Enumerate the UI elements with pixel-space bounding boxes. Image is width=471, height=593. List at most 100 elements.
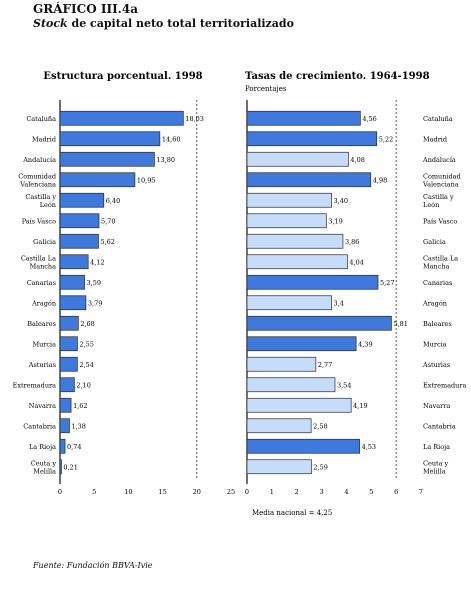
right-bar — [246, 336, 357, 352]
left-value-label: 3,79 — [88, 299, 102, 307]
left-category-label: Valenciana — [19, 180, 56, 188]
right-category-label: Comunidad — [423, 172, 461, 180]
right-bar — [246, 254, 348, 270]
left-category-label: La Rioja — [29, 443, 56, 451]
figure-title: GRÁFICO III.4a — [33, 2, 138, 16]
left-bar — [59, 151, 155, 167]
right-chart: 4,56 Cataluña 5,22 Madrid 4,08 Andalucía 4,98 C… — [245, 100, 466, 496]
right-bar — [246, 438, 360, 454]
left-bar — [59, 172, 136, 188]
right-category-label: Valenciana — [422, 180, 459, 188]
right-value-label: 5,22 — [379, 135, 393, 143]
left-category-label: Cantabria — [23, 422, 56, 430]
right-tick-label: 4 — [344, 488, 348, 496]
left-bar — [59, 356, 78, 372]
right-bar — [246, 274, 379, 290]
source-note: Fuente: Fundación BBVA-Ivie — [33, 561, 153, 570]
left-bar — [59, 315, 79, 331]
left-bar — [59, 254, 89, 270]
right-bar — [246, 213, 327, 229]
right-bar — [246, 418, 312, 434]
right-category-label: Castilla La — [423, 254, 458, 262]
right-bar — [246, 315, 392, 331]
left-tick-label: 5 — [92, 488, 96, 496]
left-value-label: 4,12 — [90, 258, 104, 266]
right-category-label: País Vasco — [423, 217, 457, 225]
right-category-label: Ceuta y — [423, 459, 449, 467]
reference-label: Media nacional = 4,25 — [252, 509, 332, 517]
left-category-label: Mancha — [30, 262, 57, 270]
right-chart-subtitle: Porcentajes — [245, 85, 287, 93]
left-category-label: León — [40, 201, 56, 209]
left-category-label: Andalucía — [22, 156, 56, 164]
figure-subtitle: Stock de capital neto total territoriali… — [33, 17, 294, 30]
right-value-label: 4,98 — [373, 176, 387, 184]
right-tick-label: 0 — [245, 488, 249, 496]
right-bar — [246, 151, 349, 167]
right-value-label: 4,39 — [358, 340, 372, 348]
subtitle-italic: Stock — [33, 17, 68, 30]
right-tick-label: 5 — [369, 488, 373, 496]
right-value-label: 4,04 — [349, 258, 363, 266]
left-category-label: Melilla — [33, 467, 56, 475]
right-value-label: 4,08 — [350, 156, 364, 164]
left-category-label: Castilla y — [25, 193, 56, 201]
left-bar — [59, 274, 85, 290]
left-value-label: 2,55 — [79, 340, 93, 348]
left-tick-label: 10 — [124, 488, 132, 496]
left-value-label: 5,62 — [100, 238, 114, 246]
right-bar — [246, 397, 352, 413]
right-bar — [246, 459, 312, 475]
right-bar — [246, 356, 317, 372]
right-bar — [246, 131, 378, 147]
left-category-label: Canarias — [27, 279, 56, 287]
left-bar — [59, 213, 100, 229]
right-category-label: La Rioja — [423, 443, 450, 451]
right-tick-label: 1 — [270, 488, 274, 496]
left-value-label: 13,80 — [156, 156, 175, 164]
left-bar — [59, 377, 75, 393]
right-bar — [246, 377, 336, 393]
right-category-label: Mancha — [423, 262, 450, 270]
left-bar — [59, 336, 78, 352]
right-chart-title: Tasas de crecimiento. 1964-1998 — [245, 71, 430, 82]
right-category-label: Canarias — [423, 279, 452, 287]
right-category-label: Melilla — [423, 467, 446, 475]
right-category-label: Asturias — [422, 361, 450, 369]
right-value-label: 4,56 — [362, 115, 376, 123]
right-value-label: 3,19 — [328, 217, 342, 225]
left-value-label: 1,62 — [73, 402, 87, 410]
left-category-label: Asturias — [28, 361, 56, 369]
right-bar — [246, 233, 344, 249]
left-value-label: 2,68 — [80, 320, 94, 328]
left-category-label: Navarra — [29, 402, 56, 410]
left-bar — [59, 397, 72, 413]
right-tick-label: 6 — [394, 488, 398, 496]
right-bar — [246, 192, 332, 208]
right-category-label: Aragón — [422, 299, 447, 307]
left-value-label: 2,54 — [79, 361, 93, 369]
left-bar — [59, 438, 66, 454]
left-tick-label: 25 — [227, 488, 235, 496]
right-category-label: Cantabria — [423, 422, 456, 430]
left-category-label: Aragón — [31, 299, 56, 307]
left-bar — [59, 110, 184, 126]
left-tick-label: 20 — [193, 488, 201, 496]
right-tick-label: 3 — [320, 488, 324, 496]
right-value-label: 4,53 — [362, 443, 376, 451]
right-bar — [246, 172, 372, 188]
left-chart: 18,03 Cataluña 14,60 Madrid 13,80 Andalucía 10… — [13, 100, 235, 496]
left-tick-label: 15 — [158, 488, 166, 496]
left-category-label: Murcia — [32, 340, 56, 348]
right-category-label: Extremadura — [423, 381, 466, 389]
left-value-label: 3,59 — [87, 279, 101, 287]
right-value-label: 2,59 — [313, 463, 327, 471]
right-tick-label: 2 — [295, 488, 299, 496]
right-bar — [246, 295, 332, 311]
right-category-label: Baleares — [423, 320, 452, 328]
right-value-label: 2,58 — [313, 422, 327, 430]
left-value-label: 18,03 — [185, 115, 204, 123]
left-category-label: Castilla La — [21, 254, 56, 262]
right-category-label: Navarra — [423, 402, 450, 410]
